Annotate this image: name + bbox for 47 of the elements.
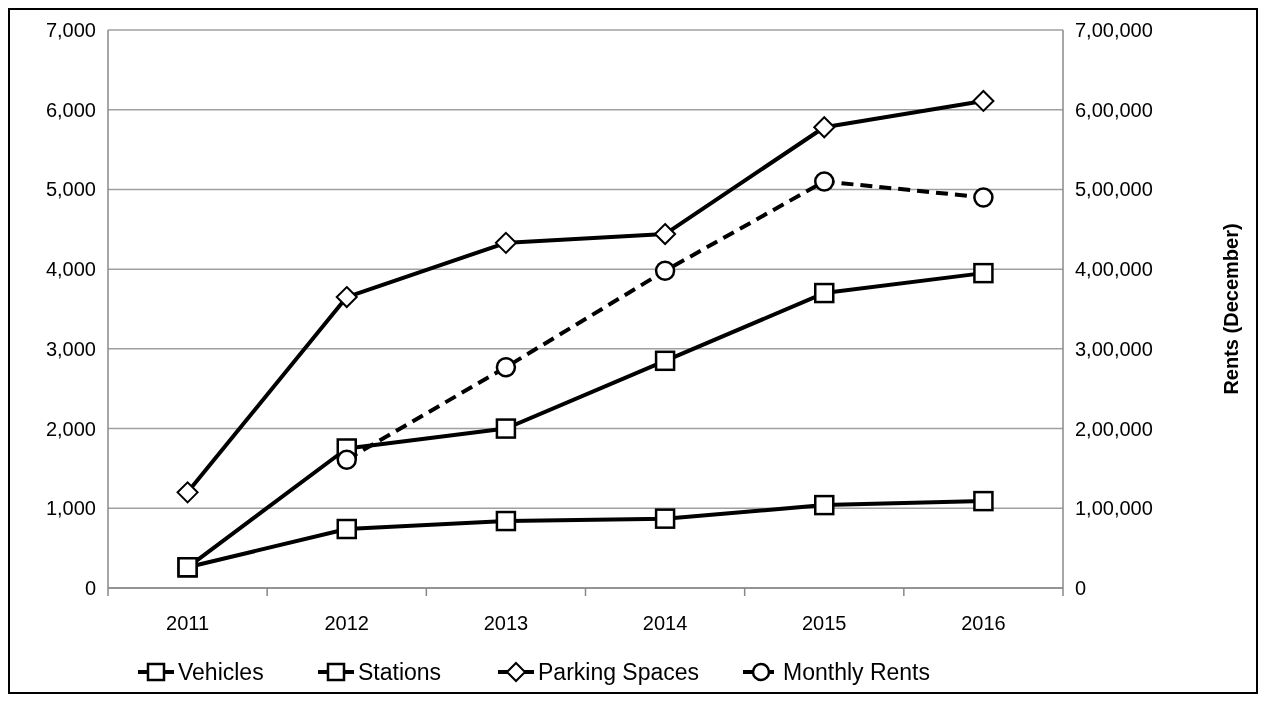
- point: [973, 262, 994, 284]
- y2-tick-label: 6,00,000: [1075, 98, 1153, 121]
- point: [336, 518, 357, 540]
- y2-tick-label: 5,00,000: [1075, 178, 1153, 201]
- point: [973, 187, 994, 208]
- legend-label: Vehicles: [178, 659, 264, 686]
- point: [335, 286, 358, 309]
- point: [972, 89, 995, 112]
- y-tick-label: 5,000: [45, 178, 96, 201]
- y2-tick-label: 7,00,000: [1075, 19, 1153, 41]
- y2-tick-label: 0: [1075, 577, 1087, 599]
- y-tick-label: 2,000: [45, 417, 96, 440]
- x-tick-label: 2012: [324, 612, 369, 634]
- point: [336, 449, 357, 470]
- y2-axis-title: Rents (December): [1220, 223, 1242, 395]
- point: [654, 508, 676, 529]
- y2-tick-label: 4,00,000: [1075, 258, 1153, 281]
- y-tick-label: 7,000: [45, 19, 96, 41]
- y-tick-label: 3,000: [45, 337, 96, 360]
- point: [494, 231, 517, 254]
- legend-label: Parking Spaces: [538, 659, 700, 686]
- point: [973, 490, 994, 512]
- y2-tick-label: 3,00,000: [1075, 337, 1153, 360]
- x-tick-label: 2013: [483, 612, 529, 634]
- y-tick-label: 1,000: [45, 497, 96, 520]
- x-tick-label: 2015: [802, 612, 847, 634]
- point: [495, 356, 517, 378]
- point: [495, 418, 517, 439]
- point: [814, 171, 835, 192]
- point: [814, 494, 835, 516]
- point: [813, 116, 836, 139]
- legend-label: Monthly Rents: [783, 659, 931, 686]
- legend-label: Stations: [358, 659, 442, 686]
- point: [176, 481, 199, 504]
- point: [495, 510, 517, 532]
- point: [654, 350, 676, 372]
- y-tick-label: 0: [84, 577, 96, 599]
- x-tick-label: 2011: [166, 612, 210, 634]
- y-tick-label: 4,000: [45, 258, 96, 281]
- point: [654, 223, 677, 246]
- y2-tick-label: 2,00,000: [1075, 417, 1153, 440]
- x-tick-label: 2016: [961, 612, 1006, 634]
- x-tick-label: 2014: [642, 612, 688, 634]
- y2-tick-label: 1,00,000: [1075, 497, 1153, 520]
- point: [654, 260, 676, 281]
- y-tick-label: 6,000: [45, 98, 96, 121]
- point: [814, 282, 835, 304]
